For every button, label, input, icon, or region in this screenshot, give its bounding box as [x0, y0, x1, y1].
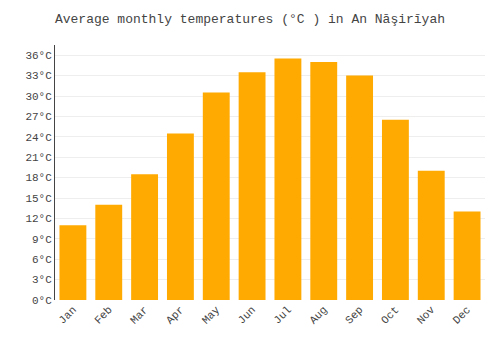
svg-text:May: May	[200, 304, 223, 327]
svg-text:9°C: 9°C	[32, 234, 52, 246]
svg-text:18°C: 18°C	[25, 172, 52, 184]
svg-text:Oct: Oct	[379, 304, 401, 326]
svg-text:Jan: Jan	[56, 304, 78, 326]
svg-text:6°C: 6°C	[32, 254, 52, 266]
svg-text:Mar: Mar	[128, 304, 150, 326]
svg-text:Aug: Aug	[307, 304, 329, 326]
svg-text:Apr: Apr	[164, 304, 186, 326]
svg-text:Average monthly temperatures (: Average monthly temperatures (°C ) in An…	[55, 12, 445, 27]
svg-text:Jun: Jun	[236, 304, 258, 326]
svg-text:Sep: Sep	[343, 304, 365, 326]
svg-text:12°C: 12°C	[25, 213, 52, 225]
svg-text:21°C: 21°C	[25, 152, 52, 164]
svg-text:15°C: 15°C	[25, 193, 52, 205]
svg-text:27°C: 27°C	[25, 111, 52, 123]
svg-text:3°C: 3°C	[32, 274, 52, 286]
svg-text:Dec: Dec	[451, 304, 473, 326]
svg-text:Nov: Nov	[415, 304, 438, 327]
svg-text:24°C: 24°C	[25, 132, 52, 144]
svg-text:Feb: Feb	[92, 304, 114, 326]
svg-text:0°C: 0°C	[32, 295, 52, 307]
svg-text:Jul: Jul	[271, 304, 293, 326]
svg-text:36°C: 36°C	[25, 50, 52, 62]
svg-text:30°C: 30°C	[25, 91, 52, 103]
svg-text:33°C: 33°C	[25, 70, 52, 82]
